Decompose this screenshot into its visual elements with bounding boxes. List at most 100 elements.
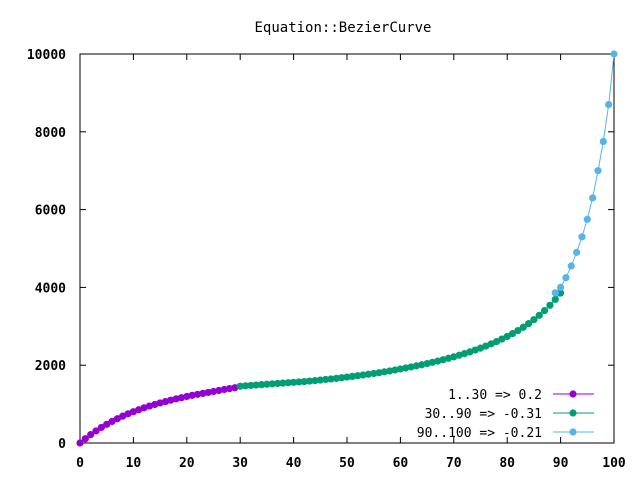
series-1-point [215,386,223,395]
plot-frame [79,53,615,444]
series-2-point [386,367,394,375]
series-2-point [396,365,404,373]
y-tick-label: 4000 [35,281,66,296]
series-2-point [524,320,533,328]
series-2-point [530,316,538,324]
series-1-line [79,387,235,444]
series-1-point [103,420,111,428]
series-1-point [225,384,234,393]
series-2-point [236,382,244,390]
y-tick-label: 10000 [27,48,66,63]
series-2-point [279,379,287,387]
chart-title: Equation::BezierCurve [254,20,431,36]
series-2-point [354,372,362,380]
series-2-point [557,289,565,297]
x-tick-label: 50 [339,456,355,471]
series-2-point [412,362,421,370]
series-2-point [535,311,543,319]
series-2-point [551,295,559,304]
x-tick-label: 0 [76,456,84,471]
y-tick-label: 0 [58,437,66,452]
series-2-point [257,381,266,389]
series-2-point [519,323,527,331]
y-tick-label: 8000 [35,126,66,141]
x-tick-label: 30 [232,456,248,471]
series-2-point [263,380,271,388]
series-2-point [284,379,292,387]
series-2-point [327,375,335,383]
series-2-point [290,378,298,386]
series-2-point [508,330,517,338]
series-2-point [546,301,554,309]
series-3-point [578,233,586,241]
series-2-point [311,376,319,385]
series-1-point [92,427,100,435]
series-2-point [332,374,340,382]
y-tick-label: 6000 [35,204,66,219]
x-tick-label: 10 [126,456,142,471]
legend-label: 30..90 => -0.31 [425,407,542,422]
x-tick-label: 100 [602,456,626,471]
legend: 1..30 => 0.2 30..90 => -0.31 90..100 => -0… [417,388,594,441]
series-1-point [76,439,84,447]
series-2-point [370,369,378,378]
series-2-point [402,364,410,372]
legend-label: 90..100 => -0.21 [417,426,542,441]
series-3-point [589,194,597,202]
x-tick-label: 80 [499,456,515,471]
series-2-point [514,326,522,335]
series-3-point [610,50,618,58]
series-2-point [343,373,351,381]
series-2-point [503,332,511,341]
series-1-point [81,435,89,443]
series-3-point [599,137,607,146]
series-2-point [492,337,501,346]
x-tick-label: 40 [286,456,302,471]
series-2-point [359,371,367,379]
series-2-point [241,382,250,390]
series-3-point [594,167,602,175]
series-2-point [273,379,282,388]
series-3-point [583,215,591,223]
series-1-point [188,391,196,399]
series-2 [236,289,565,390]
x-tick-label: 70 [446,456,462,471]
series-3 [551,50,618,297]
y-tick-label: 2000 [35,359,66,374]
series-2-point [268,380,276,388]
x-tick-label: 60 [393,456,409,471]
series-1-point [87,431,95,439]
series-1-point [97,423,105,432]
series-2-point [252,381,260,389]
series-3-line [554,53,615,294]
series-2-point [295,378,303,386]
series-2-point [498,335,506,343]
series-2-point [348,372,356,381]
series-2-point [306,377,314,385]
series-3-point [562,274,570,282]
series-2-point [338,374,346,382]
series-1-point [199,389,207,398]
series-2-point [322,375,330,384]
series-2-point [316,376,324,384]
series-1-point [108,417,116,426]
series-3-point [551,289,559,297]
series-1-point [113,415,121,423]
series-1-point [204,388,212,397]
series-2-point [375,369,383,377]
series-1-point [220,385,228,394]
series-3-point [557,283,565,291]
series-layer [76,50,618,447]
series-2-point [247,381,255,390]
series-1-point [209,387,218,396]
series-2-point [540,306,549,315]
series-2-point [380,368,388,376]
axis-ticks: 0 10 20 30 40 50 60 70 80 90 100 0 2000 4000 6000 8000 1… [27,48,626,471]
series-3-point [605,100,613,109]
series-2-point [300,377,308,386]
legend-marker [569,390,577,398]
x-tick-label: 90 [553,456,569,471]
series-2-point [407,363,415,371]
legend-marker [569,428,577,436]
